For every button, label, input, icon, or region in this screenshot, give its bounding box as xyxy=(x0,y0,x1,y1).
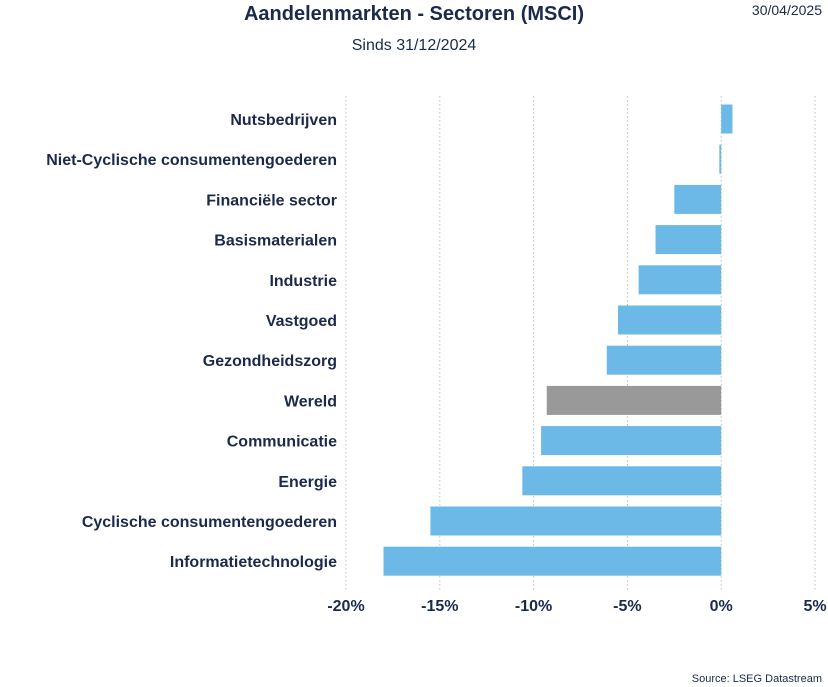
bar-cyclische-consumentengoederen xyxy=(430,506,722,536)
category-label: Cyclische consumentengoederen xyxy=(82,514,337,531)
bar-industrie xyxy=(638,265,722,295)
x-tick-label: 0% xyxy=(710,598,733,615)
category-label: Informatietechnologie xyxy=(170,554,337,571)
bar-vastgoed xyxy=(618,305,722,335)
category-label: Communicatie xyxy=(227,434,337,451)
category-label: Vastgoed xyxy=(266,313,337,330)
bar-wereld xyxy=(546,385,722,415)
bar-financi-le-sector xyxy=(674,184,722,214)
category-label: Industrie xyxy=(269,273,337,290)
bar-gezondheidszorg xyxy=(606,345,722,375)
chart-subtitle: Sinds 31/12/2024 xyxy=(351,37,477,54)
x-tick-label: -15% xyxy=(421,598,458,615)
category-label: Energie xyxy=(278,474,337,491)
category-label: Basismaterialen xyxy=(214,233,337,250)
category-label: Nutsbedrijven xyxy=(230,112,337,129)
category-label: Niet-Cyclische consumentengoederen xyxy=(46,152,337,169)
category-label: Financiële sector xyxy=(206,192,337,209)
source-note: Source: LSEG Datastream xyxy=(691,673,822,685)
chart-title: Aandelenmarkten - Sectoren (MSCI) xyxy=(243,3,585,25)
bar-energie xyxy=(522,466,722,496)
x-tick-label: -10% xyxy=(515,598,552,615)
category-label: Wereld xyxy=(284,393,337,410)
category-label: Gezondheidszorg xyxy=(203,353,337,370)
bar-niet-cyclische-consumentengoederen xyxy=(719,144,722,174)
bar-informatietechnologie xyxy=(383,546,722,576)
report-date: 30/04/2025 xyxy=(751,2,822,18)
bar-nutsbedrijven xyxy=(721,104,733,134)
x-tick-label: 5% xyxy=(803,598,826,615)
x-tick-label: -5% xyxy=(613,598,641,615)
x-tick-label: -20% xyxy=(327,598,364,615)
bar-basismaterialen xyxy=(655,225,722,255)
bar-communicatie xyxy=(541,426,722,456)
